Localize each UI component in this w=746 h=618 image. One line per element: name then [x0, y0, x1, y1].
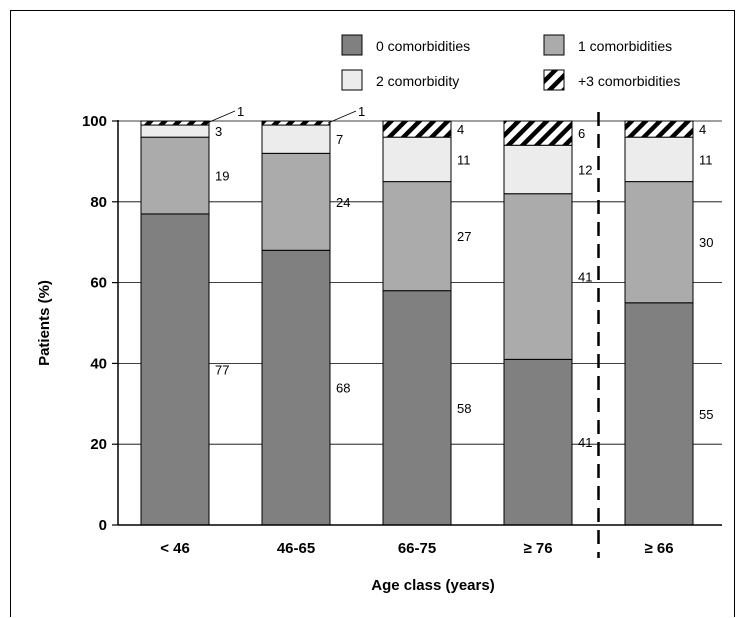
x-tick-label: < 46: [160, 540, 190, 557]
axes-layer: 0 20 40 60 80 100 < 46 46-65 66-75 ≥ 76 ≥ 66: [82, 112, 722, 558]
y-tick-label-0: 0: [99, 517, 107, 534]
bar-segment: [140, 136, 210, 215]
bar-segment: [140, 213, 210, 526]
value-label: 68: [336, 381, 350, 396]
bar-segment: [382, 181, 452, 292]
legend-label-3: +3 comorbidities: [578, 73, 680, 89]
value-label: 4: [699, 122, 706, 137]
y-tick-label-100: 100: [82, 113, 107, 130]
value-label: 6: [578, 126, 585, 141]
value-label: 27: [457, 229, 471, 244]
value-label: 41: [578, 435, 592, 450]
value-label: 58: [457, 401, 471, 416]
y-tick-label-60: 60: [90, 275, 107, 292]
value-label: 77: [215, 362, 229, 377]
leader-line: [327, 110, 357, 124]
x-tick-label: ≥ 66: [644, 540, 673, 557]
bar-segment: [382, 136, 452, 183]
value-label: 11: [457, 152, 471, 167]
x-tick-label: 66-75: [398, 540, 436, 557]
legend-label-0: 0 comorbidities: [376, 38, 470, 54]
value-label: 11: [699, 152, 713, 167]
bar-segment: [503, 120, 573, 146]
bar-segment: [624, 181, 694, 304]
value-label: 1: [358, 104, 365, 119]
y-tick-label-80: 80: [90, 194, 107, 211]
value-label: 1: [237, 104, 244, 119]
bar-segment: [140, 120, 210, 126]
bar-segment: [140, 124, 210, 138]
legend-label-2: 2 comorbidity: [376, 73, 459, 89]
legend-label-1: 1 comorbidities: [578, 38, 672, 54]
bar-segment: [503, 358, 573, 526]
legend-swatch-3: [543, 69, 565, 91]
bar-segment: [261, 152, 331, 251]
bar-segment: [624, 302, 694, 526]
x-tick-label: ≥ 76: [523, 540, 552, 557]
value-label: 19: [215, 169, 229, 184]
bar-segment: [261, 249, 331, 526]
bars-layer: [140, 120, 694, 526]
value-label: 30: [699, 235, 713, 250]
x-axis-title: Age class (years): [371, 577, 494, 594]
x-tick-label: 46-65: [277, 540, 315, 557]
value-label: 24: [336, 195, 350, 210]
bar-segment: [261, 124, 331, 154]
y-axis-title: Patients (%): [36, 280, 53, 366]
value-label: 3: [215, 124, 222, 139]
bar-segment: [382, 290, 452, 526]
legend: 0 comorbidities 1 comorbidities 2 comorbid…: [341, 34, 680, 91]
leader-line: [206, 110, 236, 124]
figure-frame: [10, 10, 735, 617]
value-label: 7: [336, 132, 343, 147]
value-label: 55: [699, 407, 713, 422]
bar-segment: [503, 144, 573, 195]
y-tick-label-40: 40: [90, 355, 107, 372]
value-label: 12: [578, 162, 592, 177]
bar-segment: [382, 120, 452, 138]
value-label: 4: [457, 122, 464, 137]
bar-segment: [624, 136, 694, 183]
value-label: 41: [578, 270, 592, 285]
legend-swatch-2: [341, 69, 363, 91]
legend-swatch-0: [341, 34, 363, 56]
bar-segment: [261, 120, 331, 126]
bar-segment: [503, 193, 573, 360]
bar-segment: [624, 120, 694, 138]
legend-swatch-1: [543, 34, 565, 56]
y-tick-label-20: 20: [90, 436, 107, 453]
